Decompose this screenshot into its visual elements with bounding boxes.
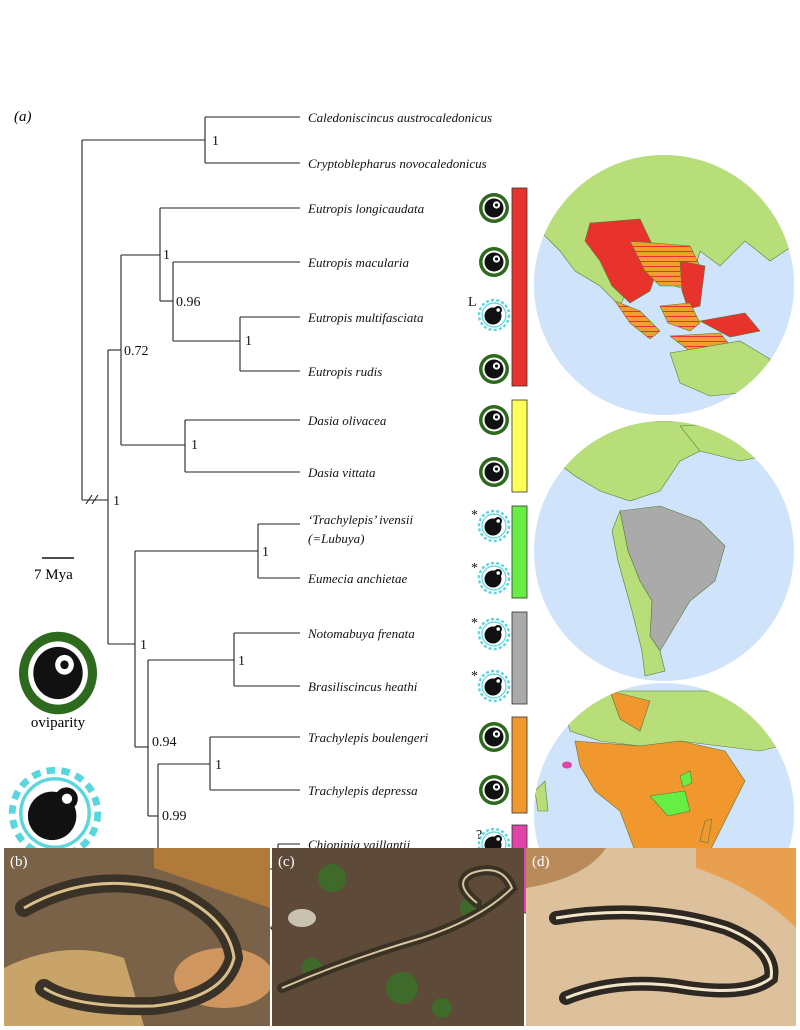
lizard-photo-c	[272, 848, 524, 1026]
scale-bar-label: 7 Mya	[34, 567, 73, 583]
taxon-label: Eumecia anchietae	[307, 571, 407, 586]
support-value: 1	[191, 438, 198, 453]
globe-asia	[534, 155, 794, 415]
taxon-label: Brasiliscincus heathi	[308, 679, 418, 694]
branch-break-marks	[85, 494, 99, 505]
mark-unknown: ?	[476, 828, 482, 843]
panel-label-d: (d)	[532, 854, 550, 870]
panel-label-a: (a)	[14, 109, 32, 125]
lizard-photo-b	[4, 848, 270, 1026]
oviparity-icon	[479, 775, 509, 805]
bar-asia	[511, 187, 528, 387]
viviparity-icon	[477, 561, 511, 595]
mark-extreme-matrotrophy: *	[471, 561, 478, 576]
bar-central-africa	[511, 505, 528, 599]
reproductive-mode-icons	[477, 193, 511, 913]
taxon-label: Trachylepis depressa	[308, 783, 418, 798]
support-value: 1	[245, 334, 252, 349]
oviparity-icon	[479, 457, 509, 487]
taxon-label: Eutropis macularia	[307, 255, 409, 270]
mark-extreme-matrotrophy: *	[471, 616, 478, 631]
support-value: 1	[140, 638, 147, 653]
support-value: 1	[113, 494, 120, 509]
taxon-label: Dasia olivacea	[307, 413, 387, 428]
oviparity-icon	[479, 193, 509, 223]
bar-africa	[511, 716, 528, 814]
mark-extreme-matrotrophy: *	[471, 508, 478, 523]
viviparity-icon	[477, 617, 511, 651]
bar-south-america	[511, 611, 528, 705]
oviparity-icon	[479, 247, 509, 277]
viviparity-icon	[477, 509, 511, 543]
photo-panel-c: (c)	[272, 848, 524, 1026]
globe-south-america	[534, 421, 794, 681]
lizard-photo-d	[526, 848, 796, 1026]
taxon-label: Cryptoblepharus novocaledonicus	[308, 156, 487, 171]
taxon-label: Eutropis multifasciata	[307, 310, 424, 325]
photo-panel-b: (b)	[4, 848, 270, 1026]
taxon-label: Trachylepis boulengeri	[308, 730, 429, 745]
support-value: 1	[163, 248, 170, 263]
taxon-label: (=Lubuya)	[308, 531, 364, 546]
oviparity-icon	[479, 354, 509, 384]
taxon-label: Eutropis rudis	[307, 364, 382, 379]
bar-dasia	[511, 399, 528, 493]
support-value: 0.72	[124, 344, 149, 359]
cape-verde-marker	[562, 761, 572, 769]
taxon-label: Caledoniscincus austrocaledonicus	[308, 110, 492, 125]
viviparity-legend-icon	[12, 770, 98, 856]
mark-extreme-matrotrophy: *	[471, 669, 478, 684]
support-value: 0.96	[176, 295, 201, 310]
oviparity-icon	[479, 405, 509, 435]
photo-panel-d: (d)	[526, 848, 796, 1026]
support-value: 1	[212, 134, 219, 149]
taxon-label: Dasia vittata	[307, 465, 376, 480]
taxon-label: ‘Trachylepis’ ivensii	[308, 512, 413, 527]
support-value: 1	[215, 758, 222, 773]
clade-color-bars	[511, 187, 528, 914]
panel-label-b: (b)	[10, 854, 28, 870]
support-value: 0.99	[162, 809, 187, 824]
legend-oviparity: oviparity	[31, 715, 86, 731]
support-value: 0.94	[152, 735, 177, 750]
viviparity-icon	[477, 669, 511, 703]
support-value: 1	[238, 654, 245, 669]
viviparity-icon	[477, 298, 511, 332]
taxon-label: Notomabuya frenata	[307, 626, 415, 641]
oviparity-legend-icon	[19, 631, 98, 715]
panel-label-c: (c)	[278, 854, 295, 870]
support-value: 1	[262, 545, 269, 560]
oviparity-icon	[479, 722, 509, 752]
taxon-label: Eutropis longicaudata	[307, 201, 425, 216]
phylogenetic-tree	[81, 116, 300, 895]
mark-lecithotrophy: L	[468, 295, 477, 310]
